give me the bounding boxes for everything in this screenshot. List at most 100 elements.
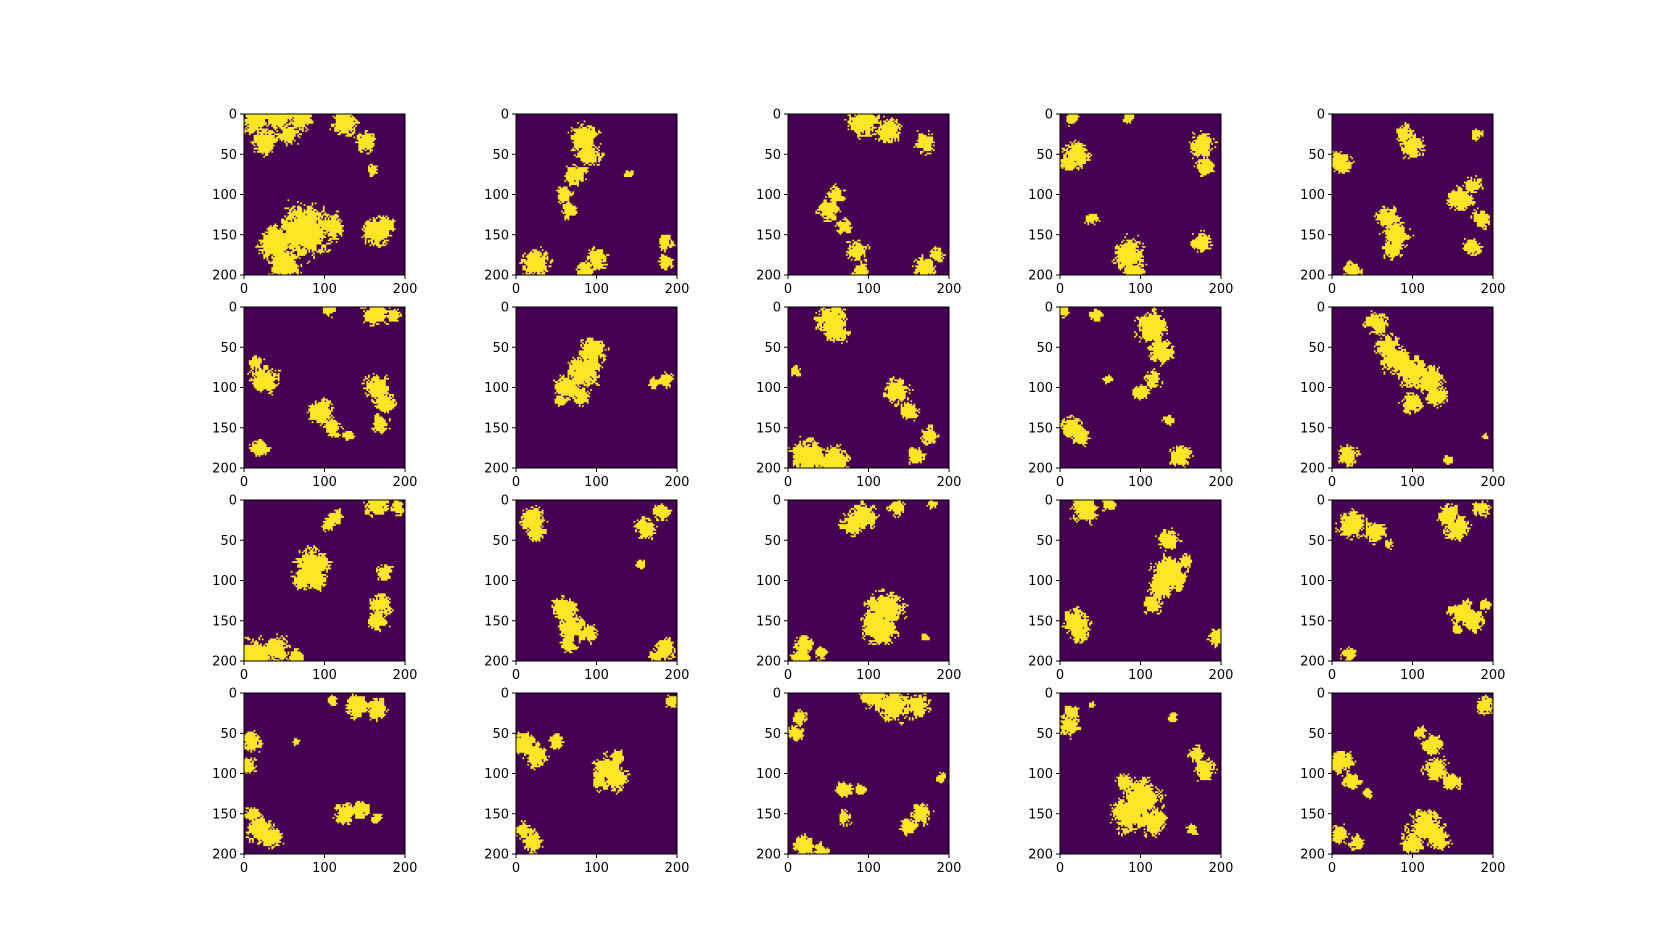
x-tick-label: 200	[937, 861, 962, 876]
y-tick-label: 150	[1300, 807, 1325, 822]
y-tick-label: 0	[1317, 108, 1325, 123]
y-tick-label: 200	[484, 848, 509, 863]
x-tick-label: 200	[665, 475, 690, 490]
y-tick-label: 0	[1045, 108, 1053, 123]
heatmap-background	[788, 693, 949, 854]
x-tick-label: 100	[1400, 475, 1425, 490]
y-tick-label: 0	[229, 108, 237, 123]
x-tick-label: 0	[784, 475, 792, 490]
heatmap-foreground-cells	[244, 500, 405, 661]
x-tick-label: 0	[1056, 861, 1064, 876]
y-tick-label: 150	[756, 807, 781, 822]
x-tick-label: 200	[1481, 282, 1506, 297]
y-tick-label: 0	[501, 494, 509, 509]
y-tick-label: 150	[1028, 807, 1053, 822]
heatmap-foreground-cells	[247, 307, 402, 457]
y-tick-label: 150	[1028, 614, 1053, 629]
y-tick-label: 0	[1045, 301, 1053, 316]
heatmap-foreground-cells	[1061, 500, 1221, 649]
y-tick-label: 200	[1028, 848, 1053, 863]
x-tick-label: 100	[312, 668, 337, 683]
heatmap-foreground-cells	[1332, 694, 1493, 854]
y-tick-label: 0	[501, 108, 509, 123]
y-tick-label: 100	[756, 381, 781, 396]
heatmap-foreground-cells	[519, 503, 676, 661]
y-tick-label: 100	[212, 767, 237, 782]
x-tick-label: 200	[1209, 861, 1234, 876]
y-tick-label: 50	[764, 534, 781, 549]
y-tick-label: 200	[1300, 269, 1325, 284]
x-tick-label: 100	[312, 861, 337, 876]
y-tick-label: 200	[212, 655, 237, 670]
heatmap-foreground-cells	[1338, 310, 1489, 468]
y-tick-label: 0	[1317, 687, 1325, 702]
x-tick-label: 200	[665, 282, 690, 297]
heatmap-foreground-cells	[1060, 307, 1194, 468]
y-tick-label: 100	[212, 381, 237, 396]
x-tick-label: 200	[1209, 668, 1234, 683]
x-tick-label: 200	[937, 282, 962, 297]
x-tick-label: 200	[665, 668, 690, 683]
x-tick-label: 200	[1481, 861, 1506, 876]
heatmap-foreground-cells	[244, 114, 396, 275]
y-tick-label: 50	[764, 727, 781, 742]
y-tick-label: 100	[1028, 574, 1053, 589]
y-tick-label: 200	[1028, 655, 1053, 670]
x-tick-label: 100	[1400, 282, 1425, 297]
x-tick-label: 200	[1481, 475, 1506, 490]
x-tick-label: 0	[1328, 668, 1336, 683]
y-tick-label: 150	[484, 614, 509, 629]
y-tick-label: 150	[212, 228, 237, 243]
y-tick-label: 200	[212, 462, 237, 477]
x-tick-label: 100	[856, 282, 881, 297]
y-tick-label: 50	[492, 148, 509, 163]
y-tick-label: 150	[756, 228, 781, 243]
heatmap-foreground-cells	[1332, 122, 1490, 275]
y-tick-label: 150	[484, 228, 509, 243]
y-tick-label: 50	[1308, 341, 1325, 356]
x-tick-label: 100	[1400, 861, 1425, 876]
x-tick-label: 100	[856, 668, 881, 683]
heatmap-foreground-cells	[1060, 114, 1218, 275]
y-tick-label: 50	[1308, 534, 1325, 549]
x-tick-label: 100	[1128, 668, 1153, 683]
y-tick-label: 200	[484, 462, 509, 477]
x-tick-label: 100	[312, 475, 337, 490]
y-tick-label: 100	[1028, 188, 1053, 203]
heatmap-foreground-cells	[553, 337, 674, 407]
y-tick-label: 100	[756, 574, 781, 589]
x-tick-label: 100	[856, 475, 881, 490]
x-tick-label: 0	[512, 475, 520, 490]
y-tick-label: 200	[484, 655, 509, 670]
y-tick-label: 100	[1300, 188, 1325, 203]
x-tick-label: 200	[937, 668, 962, 683]
x-tick-label: 200	[393, 282, 418, 297]
x-tick-label: 200	[393, 475, 418, 490]
x-tick-label: 0	[1328, 861, 1336, 876]
y-tick-label: 0	[1045, 494, 1053, 509]
x-tick-label: 200	[1209, 475, 1234, 490]
y-tick-label: 100	[1028, 767, 1053, 782]
x-tick-label: 200	[393, 861, 418, 876]
y-tick-label: 200	[1300, 462, 1325, 477]
y-tick-label: 150	[1028, 228, 1053, 243]
y-tick-label: 150	[484, 807, 509, 822]
x-tick-label: 0	[240, 861, 248, 876]
x-tick-label: 100	[856, 861, 881, 876]
y-tick-label: 50	[1308, 727, 1325, 742]
y-tick-label: 100	[756, 767, 781, 782]
y-tick-label: 0	[229, 494, 237, 509]
x-tick-label: 100	[584, 861, 609, 876]
y-tick-label: 50	[220, 148, 237, 163]
